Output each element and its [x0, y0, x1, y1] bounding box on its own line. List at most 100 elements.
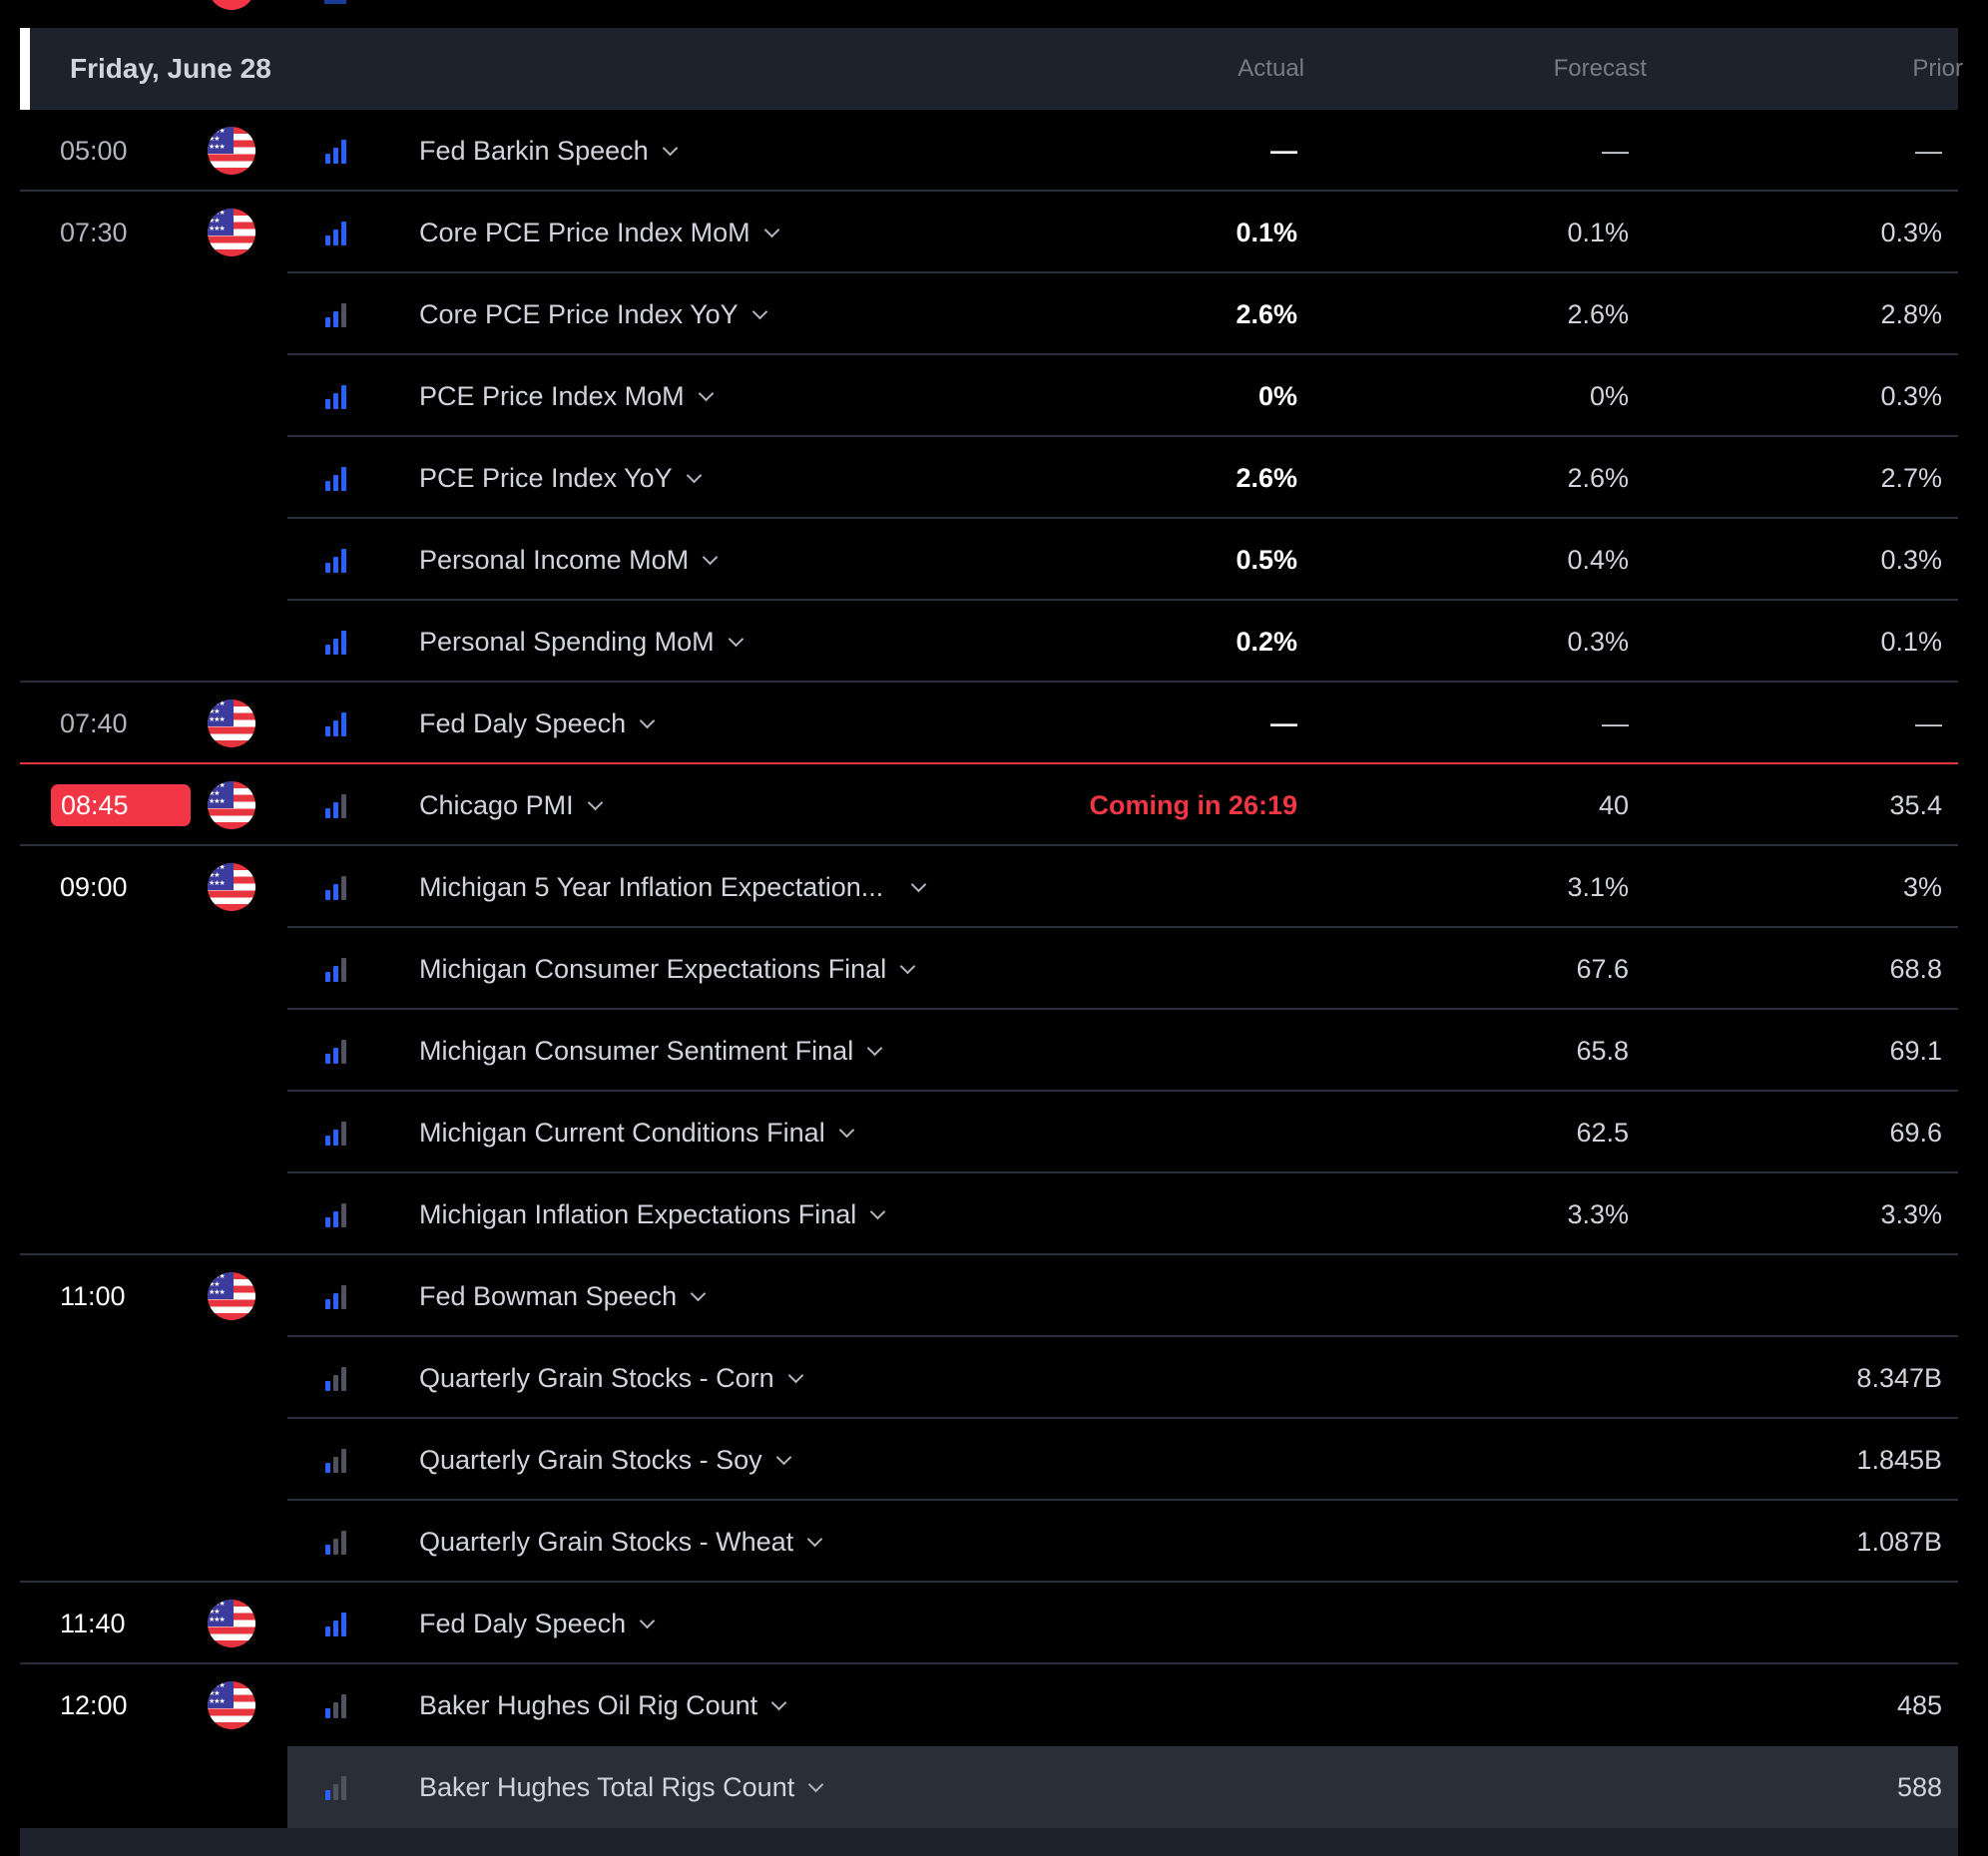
- importance-high-icon: [325, 220, 351, 245]
- row-divider: [287, 1499, 1958, 1501]
- us-flag-icon: [208, 1272, 255, 1320]
- current-time-line: [20, 762, 1958, 764]
- chevron-down-icon: [866, 1040, 883, 1057]
- row-divider: [20, 1662, 1958, 1664]
- event-row[interactable]: 05:00 Fed Barkin Speech — — —: [20, 110, 1958, 192]
- row-divider: [20, 1253, 1958, 1255]
- event-row[interactable]: 11:40 Fed Daly Speech: [20, 1583, 1958, 1664]
- prior-value: 3%: [1902, 872, 1942, 902]
- forecast-value: 0.3%: [1567, 627, 1629, 657]
- forecast-value: 67.6: [1576, 954, 1629, 984]
- actual-value: 0%: [1257, 381, 1297, 411]
- chevron-down-icon: [775, 1449, 791, 1466]
- row-divider: [287, 435, 1958, 437]
- event-name[interactable]: Quarterly Grain Stocks - Wheat: [419, 1501, 823, 1583]
- row-divider: [20, 844, 1958, 846]
- forecast-value: 0%: [1589, 381, 1629, 411]
- forecast-value: 2.6%: [1567, 299, 1629, 329]
- chevron-down-icon: [728, 631, 744, 648]
- event-row[interactable]: 07:40 Fed Daly Speech — — —: [20, 683, 1958, 764]
- event-name[interactable]: Fed Barkin Speech: [419, 110, 678, 192]
- event-name[interactable]: Quarterly Grain Stocks - Corn: [419, 1337, 803, 1419]
- event-name[interactable]: Core PCE Price Index YoY: [419, 273, 767, 355]
- chevron-down-icon: [587, 794, 603, 811]
- event-name[interactable]: Michigan 5 Year Inflation Expectation...: [419, 846, 927, 928]
- event-row[interactable]: 11:00 Fed Bowman Speech: [20, 1255, 1958, 1337]
- event-name[interactable]: Baker Hughes Total Rigs Count: [419, 1746, 824, 1828]
- importance-high-icon: [325, 465, 351, 491]
- event-name[interactable]: Michigan Current Conditions Final: [419, 1092, 854, 1173]
- event-name[interactable]: Baker Hughes Oil Rig Count: [419, 1664, 787, 1746]
- importance-high-icon: [325, 138, 351, 164]
- importance-low-icon: [325, 1774, 351, 1800]
- event-row[interactable]: 12:00 Baker Hughes Oil Rig Count 485: [20, 1664, 1958, 1746]
- forecast-value: 3.1%: [1567, 872, 1629, 902]
- event-row-hovered[interactable]: Baker Hughes Total Rigs Count 588: [20, 1746, 1958, 1828]
- countdown-text: Coming in 26:19: [1089, 790, 1297, 820]
- event-row[interactable]: Personal Spending MoM 0.2% 0.3% 0.1%: [20, 601, 1958, 683]
- event-name[interactable]: Fed Bowman Speech: [419, 1255, 707, 1337]
- event-name[interactable]: PCE Price Index MoM: [419, 355, 714, 437]
- us-flag-icon: [208, 1681, 255, 1729]
- actual-value: —: [1270, 708, 1297, 738]
- event-row[interactable]: 08:45 Chicago PMI Coming in 26:19 40 35.…: [20, 764, 1958, 846]
- us-flag-icon: [208, 127, 255, 175]
- event-row[interactable]: Michigan Current Conditions Final 62.5 6…: [20, 1092, 1958, 1173]
- column-header-prior: Prior: [1912, 55, 1963, 82]
- prior-value: 1.087B: [1856, 1527, 1942, 1557]
- row-divider: [20, 681, 1958, 683]
- event-name[interactable]: Michigan Consumer Expectations Final: [419, 928, 916, 1010]
- row-divider: [287, 517, 1958, 519]
- event-row[interactable]: Core PCE Price Index YoY 2.6% 2.6% 2.8%: [20, 273, 1958, 355]
- chevron-down-icon: [751, 303, 767, 320]
- event-name[interactable]: PCE Price Index YoY: [419, 437, 702, 519]
- actual-value: 0.2%: [1236, 627, 1297, 657]
- us-flag-icon: [208, 209, 255, 256]
- row-divider: [287, 1090, 1958, 1092]
- next-day-header: [20, 1828, 1958, 1856]
- event-row[interactable]: Personal Income MoM 0.5% 0.4% 0.3%: [20, 519, 1958, 601]
- event-row[interactable]: Quarterly Grain Stocks - Corn 8.347B: [20, 1337, 1958, 1419]
- forecast-value: 0.1%: [1567, 218, 1629, 247]
- event-row[interactable]: Michigan Inflation Expectations Final 3.…: [20, 1173, 1958, 1255]
- event-name[interactable]: Fed Daly Speech: [419, 1583, 656, 1664]
- event-time: 09:00: [60, 872, 128, 902]
- event-row[interactable]: PCE Price Index YoY 2.6% 2.6% 2.7%: [20, 437, 1958, 519]
- importance-high-icon: [325, 1611, 351, 1636]
- event-row[interactable]: PCE Price Index MoM 0% 0% 0.3%: [20, 355, 1958, 437]
- actual-value: 0.5%: [1236, 545, 1297, 575]
- event-row[interactable]: Michigan Consumer Expectations Final 67.…: [20, 928, 1958, 1010]
- event-name[interactable]: Michigan Consumer Sentiment Final: [419, 1010, 883, 1092]
- row-divider: [20, 1581, 1958, 1583]
- chevron-down-icon: [899, 958, 916, 975]
- event-row[interactable]: 09:00 Michigan 5 Year Inflation Expectat…: [20, 846, 1958, 928]
- forecast-value: 40: [1598, 790, 1629, 820]
- prior-value: 0.3%: [1880, 545, 1942, 575]
- prior-value: 588: [1896, 1772, 1942, 1802]
- event-time: 07:30: [60, 218, 128, 247]
- chevron-down-icon: [838, 1122, 854, 1139]
- event-time: 12:00: [60, 1690, 128, 1720]
- event-row[interactable]: Quarterly Grain Stocks - Wheat 1.087B: [20, 1501, 1958, 1583]
- importance-medium-icon: [325, 874, 351, 900]
- us-flag-icon: [208, 863, 255, 911]
- prior-value: 35.4: [1889, 790, 1942, 820]
- event-name[interactable]: Personal Income MoM: [419, 519, 719, 601]
- event-row[interactable]: Michigan Consumer Sentiment Final 65.8 6…: [20, 1010, 1958, 1092]
- event-row[interactable]: 07:30 Core PCE Price Index MoM 0.1% 0.1%…: [20, 192, 1958, 273]
- row-divider: [287, 599, 1958, 601]
- prior-value: 69.1: [1889, 1036, 1942, 1066]
- event-name[interactable]: Quarterly Grain Stocks - Soy: [419, 1419, 791, 1501]
- event-row[interactable]: Quarterly Grain Stocks - Soy 1.845B: [20, 1419, 1958, 1501]
- event-name[interactable]: Personal Spending MoM: [419, 601, 744, 683]
- event-name[interactable]: Chicago PMI: [419, 764, 603, 846]
- row-divider: [287, 353, 1958, 355]
- event-time: 05:00: [60, 136, 128, 166]
- chevron-down-icon: [763, 222, 779, 238]
- importance-medium-icon: [325, 1038, 351, 1064]
- event-name[interactable]: Michigan Inflation Expectations Final: [419, 1173, 886, 1255]
- event-name[interactable]: Core PCE Price Index MoM: [419, 192, 779, 273]
- event-time: 11:40: [60, 1609, 126, 1638]
- column-header-actual: Actual: [1238, 55, 1304, 82]
- event-name[interactable]: Fed Daly Speech: [419, 683, 656, 764]
